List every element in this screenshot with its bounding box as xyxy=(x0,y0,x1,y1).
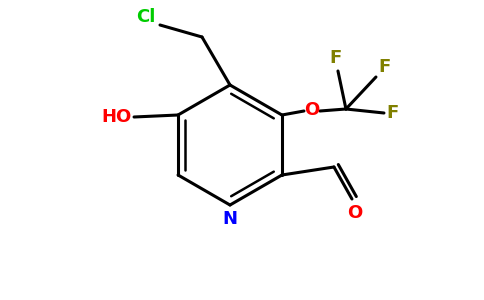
Text: HO: HO xyxy=(101,108,131,126)
Text: F: F xyxy=(330,49,342,67)
Text: Cl: Cl xyxy=(136,8,156,26)
Text: F: F xyxy=(387,104,399,122)
Text: O: O xyxy=(348,204,363,222)
Text: O: O xyxy=(304,101,319,119)
Text: F: F xyxy=(379,58,391,76)
Text: N: N xyxy=(223,210,238,228)
